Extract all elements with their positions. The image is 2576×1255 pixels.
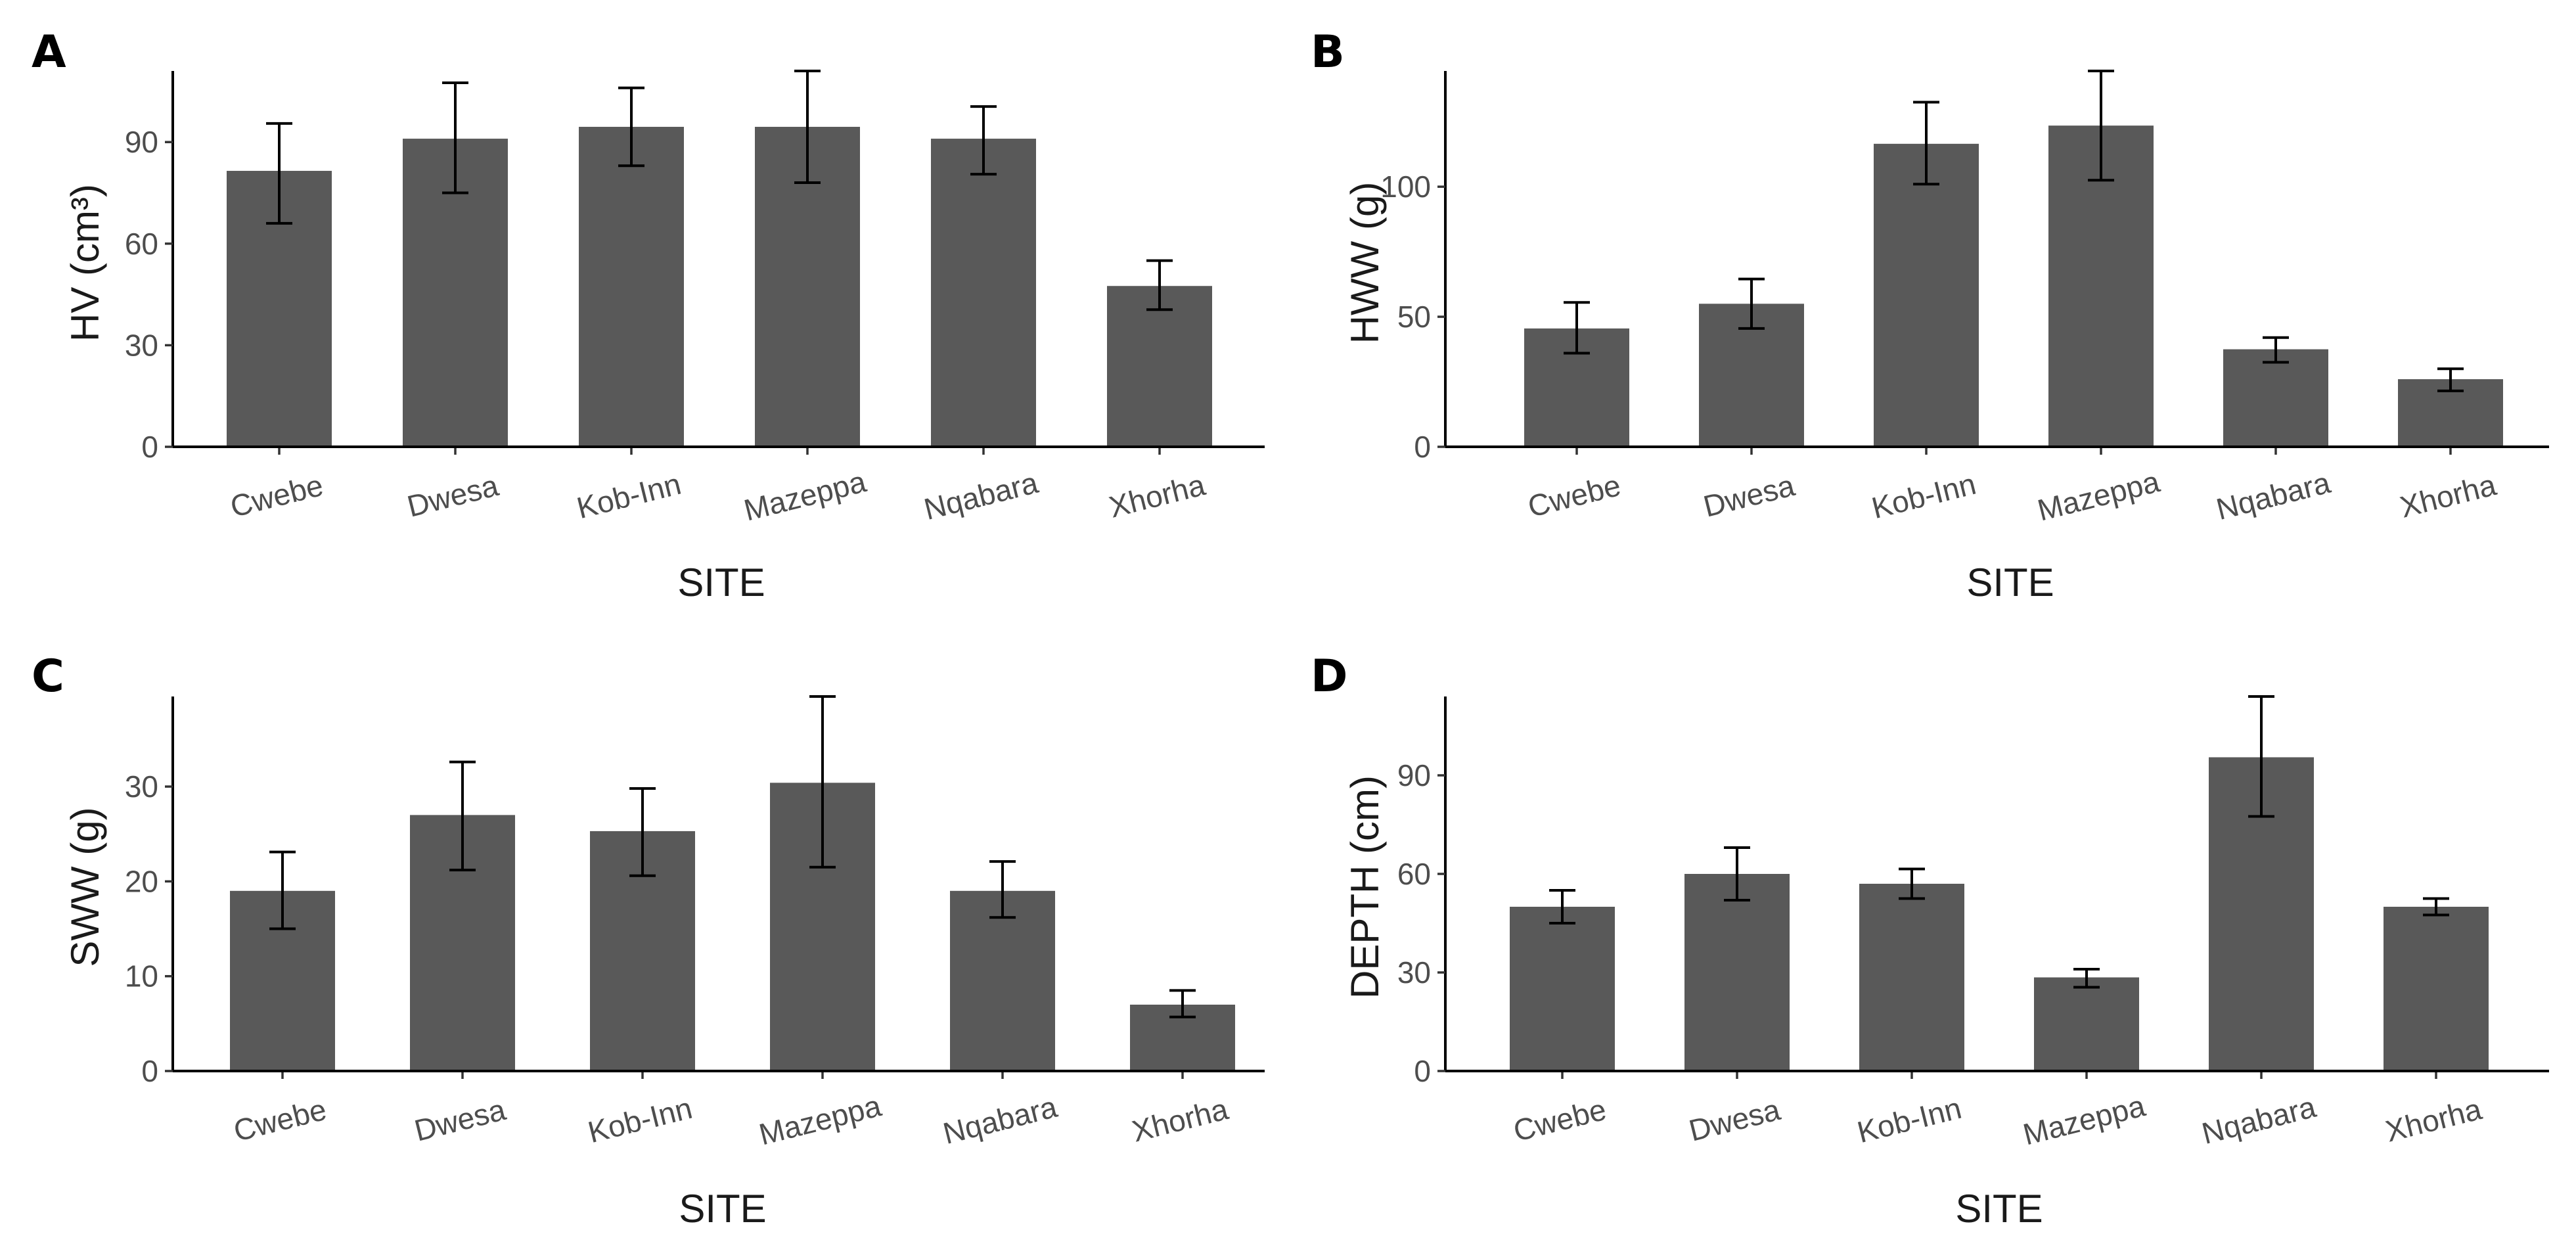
y-tick-label: 0 — [1414, 430, 1431, 464]
bar — [1874, 143, 1979, 447]
bar — [1107, 286, 1212, 447]
y-tick-label: 0 — [1414, 1054, 1431, 1088]
y-axis-title: HWW (g) — [1343, 182, 1387, 344]
bar — [931, 139, 1036, 447]
y-tick-label: 50 — [1397, 300, 1431, 334]
bar — [1510, 907, 1615, 1071]
bar — [579, 127, 684, 447]
panel-label: C — [32, 650, 64, 702]
bar — [950, 890, 1055, 1071]
panel-label: B — [1311, 26, 1345, 78]
y-axis-title: DEPTH (cm) — [1343, 775, 1387, 999]
x-axis-title: SITE — [677, 560, 765, 605]
y-tick-label: 30 — [125, 769, 158, 804]
x-axis-title: SITE — [1966, 560, 2054, 605]
x-axis-title: SITE — [679, 1187, 766, 1231]
bar — [2384, 907, 2489, 1071]
x-axis-title: SITE — [1955, 1187, 2043, 1231]
panel-label: D — [1311, 650, 1347, 702]
panel-c: C SWW (g) SITE Cwebe Dwesa Kob-Inn Mazeppa N… — [32, 650, 1265, 1231]
y-tick-label: 20 — [125, 864, 158, 898]
bar — [2223, 349, 2328, 447]
y-tick-label: 10 — [125, 959, 158, 993]
y-tick-label: 0 — [141, 1054, 158, 1088]
y-tick-label: 60 — [125, 227, 158, 261]
bar — [2034, 977, 2139, 1071]
y-tick-label: 30 — [1397, 955, 1431, 990]
y-axis-title: SWW (g) — [63, 807, 107, 967]
y-axis-title: HV (cm³) — [63, 184, 107, 342]
bar — [1859, 884, 1964, 1071]
y-tick-label: 60 — [1397, 857, 1431, 891]
panel-label: A — [32, 26, 66, 78]
y-tick-label: 90 — [1397, 758, 1431, 792]
y-tick-label: 100 — [1380, 170, 1431, 204]
y-tick-label: 90 — [125, 125, 158, 159]
bar — [1684, 874, 1790, 1071]
y-tick-label: 0 — [141, 430, 158, 464]
y-tick-label: 30 — [125, 328, 158, 362]
